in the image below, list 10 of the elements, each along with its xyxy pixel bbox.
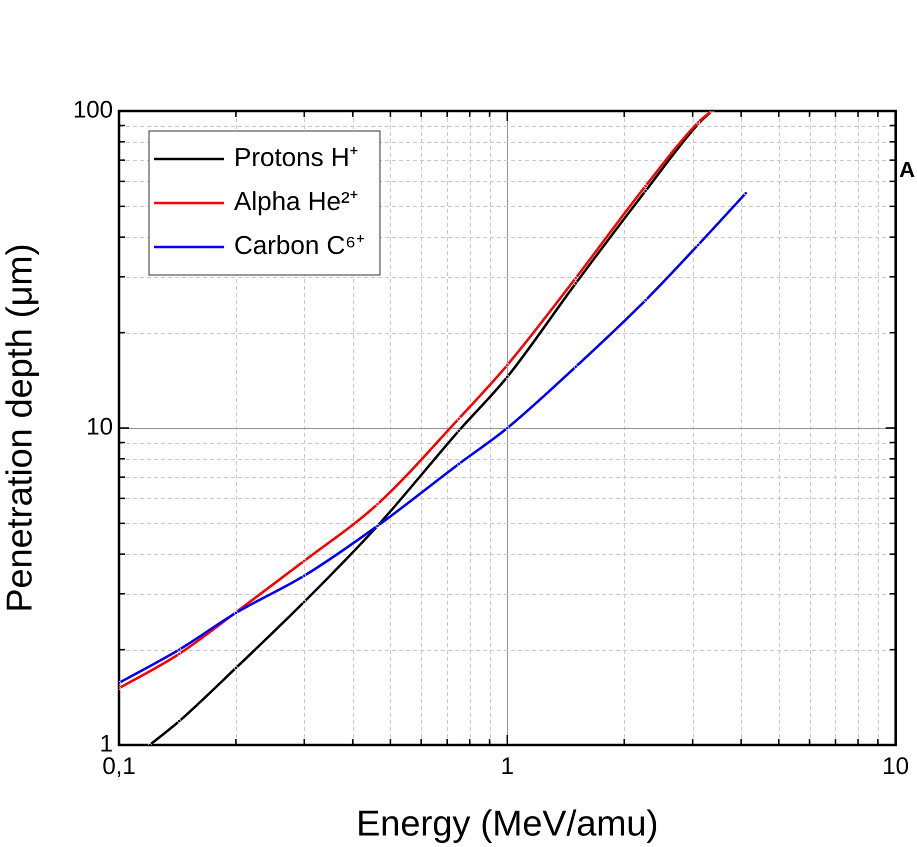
x-tick-label: 10: [882, 753, 910, 780]
x-axis-title: Energy (MeV/amu): [356, 802, 658, 844]
legend-label: Protons H⁺: [234, 142, 359, 172]
text: A: [899, 157, 916, 182]
y-axis-title: Penetration depth (μm): [0, 244, 40, 612]
y-tick-label: 100: [72, 96, 113, 124]
y-tick-label: 10: [86, 414, 113, 441]
legend-label: Alpha He²⁺: [234, 186, 359, 216]
x-tick-label: 1: [500, 753, 514, 780]
legend-label: Carbon C⁶⁺: [234, 230, 365, 260]
